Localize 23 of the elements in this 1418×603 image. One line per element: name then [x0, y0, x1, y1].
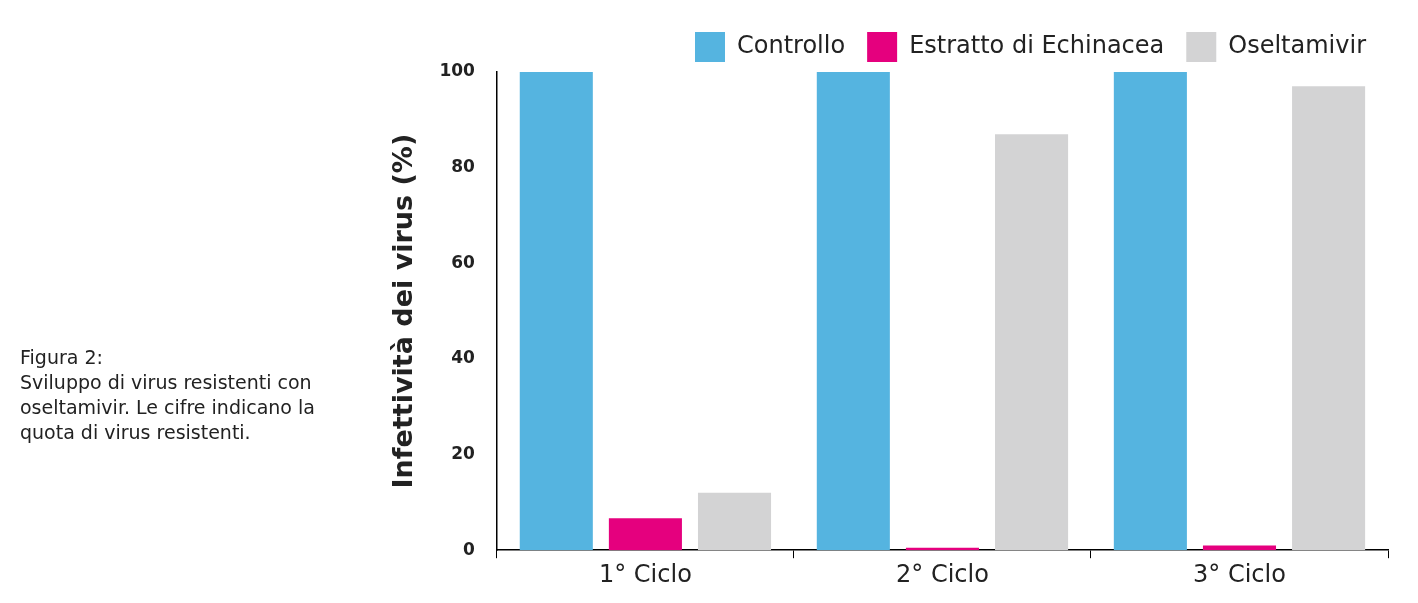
- y-tick-label: 60: [451, 251, 476, 272]
- x-tick-label: 1° Ciclo: [598, 559, 692, 588]
- y-tick-label: 40: [451, 347, 476, 368]
- bar: [1202, 545, 1277, 551]
- y-axis-title: Infettività dei virus (%): [387, 133, 419, 489]
- legend-label: Estratto di Echinacea: [909, 31, 1165, 60]
- x-tick-label: 3° Ciclo: [1193, 559, 1286, 588]
- bar: [1292, 86, 1366, 551]
- legend-label: Controllo: [737, 31, 846, 60]
- bar: [519, 72, 593, 551]
- bar: [697, 492, 772, 551]
- y-tick-label: 100: [439, 60, 476, 81]
- y-tick-label: 0: [463, 538, 476, 559]
- text: Figura 2:: [20, 345, 104, 370]
- text: Sviluppo di virus resistenti con oseltamivir. Le cifre indicano la quota di virus resistenti.: [20, 370, 316, 445]
- y-tick-label: 80: [451, 156, 476, 177]
- bar: [608, 518, 682, 551]
- bar: [995, 134, 1069, 551]
- bar: [1113, 72, 1187, 551]
- y-tick-label: 20: [451, 442, 476, 463]
- legend-label: Oseltamivir: [1228, 31, 1367, 60]
- bar: [816, 72, 890, 551]
- x-tick-label: 2° Ciclo: [896, 559, 989, 588]
